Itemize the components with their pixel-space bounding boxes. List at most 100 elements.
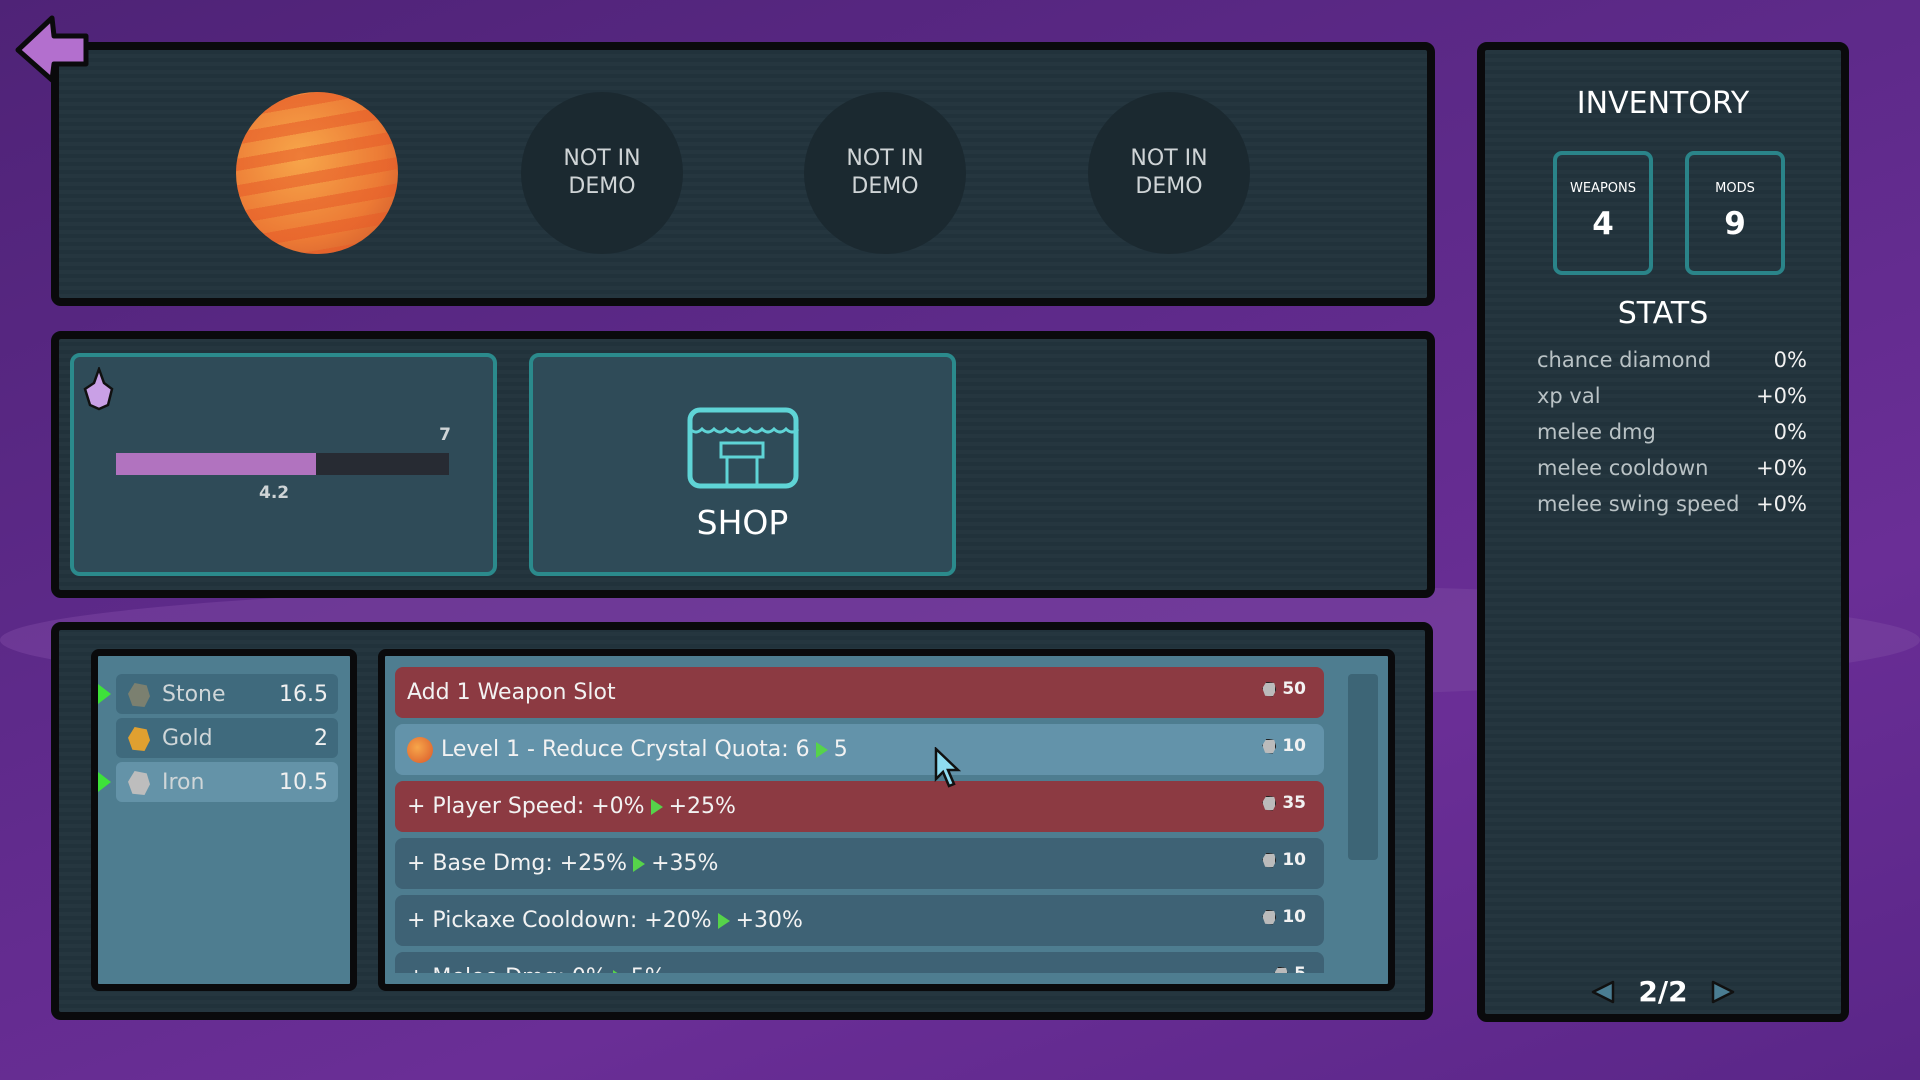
shop-label: SHOP [696, 503, 789, 542]
crystal-icon [83, 367, 114, 411]
green-arrow-icon [612, 969, 625, 973]
stat-value: 0% [1773, 348, 1807, 372]
upgrade-label: + Player Speed: +0% [407, 794, 645, 819]
mouse-cursor-icon [934, 747, 962, 788]
level-slot-locked: NOT IN DEMO [1088, 92, 1250, 254]
upgrade-target: +35% [651, 851, 719, 876]
weapons-button[interactable]: WEAPONS 4 [1553, 151, 1653, 275]
scrollbar-thumb[interactable] [1348, 674, 1378, 860]
iron-ore-icon [1262, 738, 1277, 754]
crystal-quota-max: 7 [439, 425, 451, 445]
mods-button[interactable]: MODS 9 [1685, 151, 1785, 275]
green-arrow-icon [650, 798, 663, 815]
iron-ore-icon [1262, 909, 1277, 925]
resource-row[interactable]: Stone 16.5 [116, 674, 338, 714]
resources-list: Stone 16.5 Gold 2 Iron 10.5 [91, 649, 357, 991]
crystal-progress-fill [116, 453, 316, 475]
resource-selected-marker [98, 684, 111, 704]
resource-amount: 10.5 [279, 770, 328, 795]
orange-planet-icon [407, 736, 433, 763]
green-arrow-icon [633, 855, 646, 872]
inventory-title: INVENTORY [1576, 86, 1750, 121]
level-select-panel: NOT IN DEMO NOT IN DEMO NOT IN DEMO [51, 42, 1435, 306]
resource-name: Iron [162, 770, 205, 795]
upgrade-row[interactable]: + Pickaxe Cooldown: +20% +30% 10 [395, 895, 1324, 946]
green-arrow-icon [815, 741, 828, 758]
stat-name: melee swing speed [1537, 492, 1740, 516]
prev-page-icon[interactable] [1590, 980, 1616, 1004]
level-slot-locked: NOT IN DEMO [521, 92, 683, 254]
resource-name: Stone [162, 682, 226, 707]
resource-amount: 2 [314, 726, 328, 751]
upgrade-row[interactable]: Level 1 - Reduce Crystal Quota: 6 5 10 [395, 724, 1324, 775]
cost-value: 10 [1282, 850, 1306, 870]
resource-amount: 16.5 [279, 682, 328, 707]
stat-name: chance diamond [1537, 348, 1712, 372]
crystal-quota-current: 4.2 [259, 483, 290, 503]
upgrade-label: Level 1 - Reduce Crystal Quota: 6 [441, 737, 810, 762]
iron-ore-icon [1262, 681, 1277, 697]
cost-value: 5 [1294, 964, 1306, 973]
crystal-progress-bar [116, 453, 449, 475]
inventory-panel: INVENTORY WEAPONS 4 MODS 9 STATS chance … [1477, 42, 1849, 1022]
upgrade-target: 5 [833, 737, 848, 762]
stat-value: +0% [1756, 456, 1807, 480]
ore-icon [128, 727, 150, 751]
back-arrow-icon[interactable] [14, 14, 94, 84]
upgrade-target: +25% [668, 794, 736, 819]
stat-row: melee swing speed +0% [1537, 492, 1807, 516]
upgrade-cost: 10 [1262, 850, 1306, 870]
stat-row: xp val +0% [1537, 384, 1807, 408]
iron-ore-icon [1262, 852, 1277, 868]
stats-title: STATS [1617, 296, 1709, 331]
not-in-demo-label: NOT IN DEMO [563, 146, 641, 199]
upgrade-row[interactable]: + Base Dmg: +25% +35% 10 [395, 838, 1324, 889]
stat-row: chance diamond 0% [1537, 348, 1807, 372]
cost-value: 10 [1282, 907, 1306, 927]
resource-selected-marker [98, 772, 111, 792]
page-indicator: 2/2 [1638, 975, 1688, 1008]
upgrades-list: Add 1 Weapon Slot 50 Level 1 - Reduce Cr… [378, 649, 1395, 991]
upgrade-target: +30% [735, 908, 803, 933]
orange-planet-icon[interactable] [236, 92, 398, 254]
ore-icon [128, 771, 150, 795]
upgrade-row[interactable]: + Melee Dmg: 0% 5% 5 [395, 952, 1324, 973]
ore-icon [128, 683, 150, 707]
upgrade-label: Add 1 Weapon Slot [407, 680, 616, 705]
level-slot-locked: NOT IN DEMO [804, 92, 966, 254]
cost-value: 10 [1282, 736, 1306, 756]
upgrade-label: + Pickaxe Cooldown: +20% [407, 908, 712, 933]
upgrade-label: + Base Dmg: +25% [407, 851, 628, 876]
crystal-quota-card: 7 4.2 [70, 353, 497, 576]
upgrade-target: 5% [631, 965, 666, 973]
stat-row: melee dmg 0% [1537, 420, 1807, 444]
stat-value: +0% [1756, 492, 1807, 516]
shop-button[interactable]: SHOP [529, 353, 956, 576]
next-page-icon[interactable] [1710, 980, 1736, 1004]
green-arrow-icon [717, 912, 730, 929]
resource-row[interactable]: Gold 2 [116, 718, 338, 758]
weapons-label: WEAPONS [1569, 181, 1636, 196]
resource-row[interactable]: Iron 10.5 [116, 762, 338, 802]
stat-name: melee dmg [1537, 420, 1656, 444]
iron-ore-icon [1262, 795, 1277, 811]
stat-name: melee cooldown [1537, 456, 1709, 480]
stat-name: xp val [1537, 384, 1601, 408]
iron-ore-icon [1274, 966, 1289, 973]
stat-value: 0% [1773, 420, 1807, 444]
upgrade-cost: 10 [1262, 736, 1306, 756]
cost-value: 35 [1282, 793, 1306, 813]
mods-count: 9 [1724, 206, 1746, 242]
upgrade-label: + Melee Dmg: 0% [407, 965, 607, 973]
upgrade-cost: 5 [1274, 964, 1306, 973]
upgrade-cost: 50 [1262, 679, 1306, 699]
not-in-demo-label: NOT IN DEMO [846, 146, 924, 199]
upgrade-row[interactable]: + Player Speed: +0% +25% 35 [395, 781, 1324, 832]
upgrade-row[interactable]: Add 1 Weapon Slot 50 [395, 667, 1324, 718]
cost-value: 50 [1282, 679, 1306, 699]
actions-panel: 7 4.2 SHOP [51, 331, 1435, 598]
upgrade-cost: 35 [1262, 793, 1306, 813]
resource-name: Gold [162, 726, 213, 751]
mods-label: MODS [1715, 181, 1755, 196]
shop-icon [687, 407, 799, 489]
